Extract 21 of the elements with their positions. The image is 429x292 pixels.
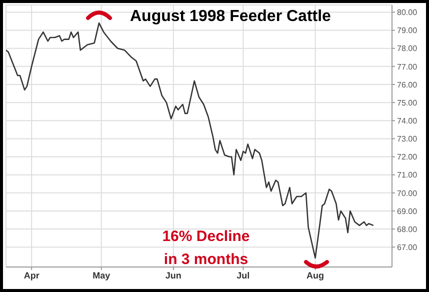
y-tick-label: 68.00 <box>397 224 418 234</box>
annotation: 16% Decline in 3 months <box>161 227 251 270</box>
chart-title: August 1998 Feeder Cattle <box>130 8 331 26</box>
y-tick-label: 74.00 <box>397 116 418 126</box>
x-tick-label: Aug <box>306 270 324 280</box>
y-tick-label: 79.00 <box>397 26 418 36</box>
y-tick-label: 71.00 <box>397 170 418 180</box>
y-tick-label: 67.00 <box>397 242 418 252</box>
y-tick-label: 73.00 <box>397 134 418 144</box>
y-tick-label: 75.00 <box>397 98 418 108</box>
x-tick-label: Apr <box>24 270 40 280</box>
y-tick-label: 78.00 <box>397 44 418 54</box>
x-tick-label: May <box>92 270 110 280</box>
x-tick-label: Jun <box>165 270 182 280</box>
y-tick-label: 72.00 <box>397 152 418 162</box>
y-tick-label: 70.00 <box>397 188 418 198</box>
y-tick-label: 69.00 <box>397 206 418 216</box>
y-tick-label: 77.00 <box>397 62 418 72</box>
y-tick-label: 80.00 <box>397 8 418 18</box>
x-tick-label: Jul <box>236 270 250 280</box>
y-tick-label: 76.00 <box>397 80 418 90</box>
